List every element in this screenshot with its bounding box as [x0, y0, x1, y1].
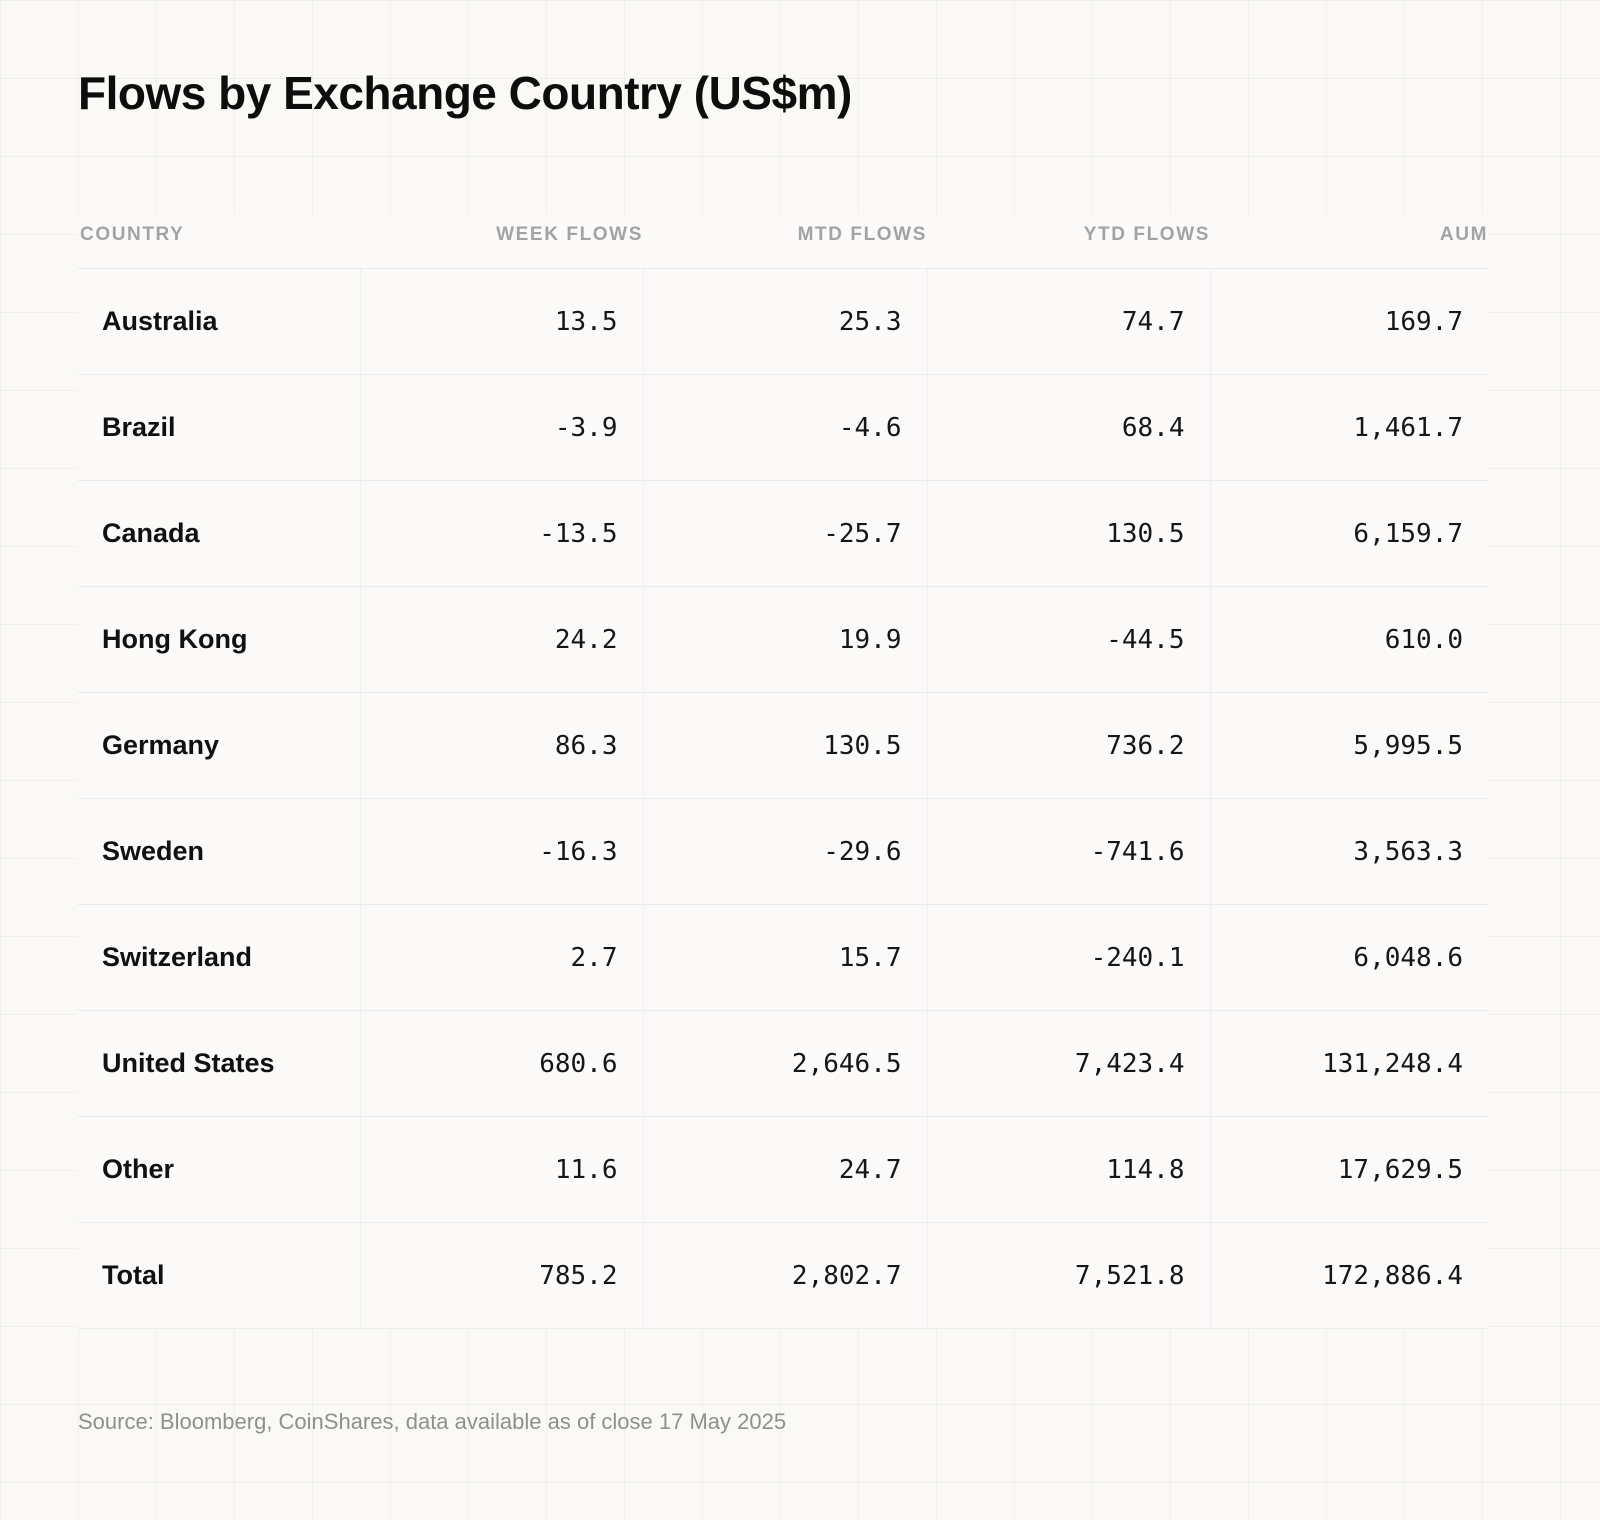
- column-header-ytd-flows: YTD FLOWS: [1083, 224, 1210, 245]
- cell-aum: 5,995.5: [1209, 692, 1488, 799]
- cell-ytd-flows: -44.5: [926, 586, 1210, 693]
- cell-mtd-flows: 19.9: [642, 586, 927, 693]
- cell-ytd-flows: 7,423.4: [926, 1010, 1210, 1117]
- column-header-aum: AUM: [1439, 224, 1488, 245]
- cell-mtd-flows: 15.7: [642, 904, 927, 1011]
- cell-week-flows: 785.2: [359, 1222, 643, 1329]
- table-row: Hong Kong 24.2 19.9 -44.5 610.0: [78, 586, 1488, 693]
- table-row: United States 680.6 2,646.5 7,423.4 131,…: [78, 1010, 1488, 1117]
- cell-week-flows: -3.9: [359, 374, 643, 481]
- cell-aum: 131,248.4: [1209, 1010, 1488, 1117]
- cell-country: United States: [78, 1010, 360, 1117]
- cell-mtd-flows: -25.7: [642, 480, 927, 587]
- cell-aum: 17,629.5: [1209, 1116, 1488, 1223]
- table-row: Other 11.6 24.7 114.8 17,629.5: [78, 1116, 1488, 1223]
- cell-ytd-flows: 74.7: [926, 268, 1210, 375]
- cell-mtd-flows: -4.6: [642, 374, 927, 481]
- cell-mtd-flows: 25.3: [642, 268, 927, 375]
- cell-ytd-flows: 7,521.8: [926, 1222, 1210, 1329]
- cell-week-flows: 13.5: [359, 268, 643, 375]
- page: Flows by Exchange Country (US$m) COUNTRY…: [78, 0, 1488, 1435]
- cell-ytd-flows: 68.4: [926, 374, 1210, 481]
- cell-week-flows: -16.3: [359, 798, 643, 905]
- cell-ytd-flows: 736.2: [926, 692, 1210, 799]
- source-attribution: Source: Bloomberg, CoinShares, data avai…: [78, 1409, 787, 1434]
- cell-aum: 6,159.7: [1209, 480, 1488, 587]
- cell-country: Other: [78, 1116, 360, 1223]
- cell-mtd-flows: 130.5: [642, 692, 927, 799]
- cell-aum: 610.0: [1209, 586, 1488, 693]
- cell-country: Brazil: [78, 374, 360, 481]
- cell-week-flows: 86.3: [359, 692, 643, 799]
- cell-week-flows: 680.6: [359, 1010, 643, 1117]
- cell-aum: 3,563.3: [1209, 798, 1488, 905]
- cell-aum: 1,461.7: [1209, 374, 1488, 481]
- cell-week-flows: -13.5: [359, 480, 643, 587]
- table-row: Australia 13.5 25.3 74.7 169.7: [78, 268, 1488, 375]
- table-row: Sweden -16.3 -29.6 -741.6 3,563.3: [78, 798, 1488, 905]
- cell-aum: 6,048.6: [1209, 904, 1488, 1011]
- column-header-country: COUNTRY: [80, 224, 185, 245]
- cell-country: Total: [78, 1222, 360, 1329]
- cell-mtd-flows: 2,802.7: [642, 1222, 927, 1329]
- cell-country: Sweden: [78, 798, 360, 905]
- table-header-row: COUNTRY WEEK FLOWS MTD FLOWS YTD FLOWS A…: [78, 214, 1488, 246]
- cell-week-flows: 24.2: [359, 586, 643, 693]
- cell-ytd-flows: 114.8: [926, 1116, 1210, 1223]
- cell-ytd-flows: -240.1: [926, 904, 1210, 1011]
- column-header-week-flows: WEEK FLOWS: [496, 224, 643, 245]
- cell-ytd-flows: 130.5: [926, 480, 1210, 587]
- cell-country: Australia: [78, 268, 360, 375]
- page-title: Flows by Exchange Country (US$m): [78, 67, 852, 119]
- cell-aum: 172,886.4: [1209, 1222, 1488, 1329]
- table-body: Australia 13.5 25.3 74.7 169.7 Brazil -3…: [78, 268, 1488, 1329]
- cell-aum: 169.7: [1209, 268, 1488, 375]
- cell-week-flows: 11.6: [359, 1116, 643, 1223]
- cell-week-flows: 2.7: [359, 904, 643, 1011]
- cell-mtd-flows: 24.7: [642, 1116, 927, 1223]
- cell-country: Germany: [78, 692, 360, 799]
- table-row: Switzerland 2.7 15.7 -240.1 6,048.6: [78, 904, 1488, 1011]
- table-row: Germany 86.3 130.5 736.2 5,995.5: [78, 692, 1488, 799]
- table-row-total: Total 785.2 2,802.7 7,521.8 172,886.4: [78, 1222, 1488, 1329]
- flows-table: COUNTRY WEEK FLOWS MTD FLOWS YTD FLOWS A…: [78, 214, 1488, 1329]
- cell-ytd-flows: -741.6: [926, 798, 1210, 905]
- cell-mtd-flows: 2,646.5: [642, 1010, 927, 1117]
- cell-country: Hong Kong: [78, 586, 360, 693]
- table-row: Canada -13.5 -25.7 130.5 6,159.7: [78, 480, 1488, 587]
- cell-country: Canada: [78, 480, 360, 587]
- table-row: Brazil -3.9 -4.6 68.4 1,461.7: [78, 374, 1488, 481]
- cell-mtd-flows: -29.6: [642, 798, 927, 905]
- cell-country: Switzerland: [78, 904, 360, 1011]
- column-header-mtd-flows: MTD FLOWS: [797, 224, 927, 245]
